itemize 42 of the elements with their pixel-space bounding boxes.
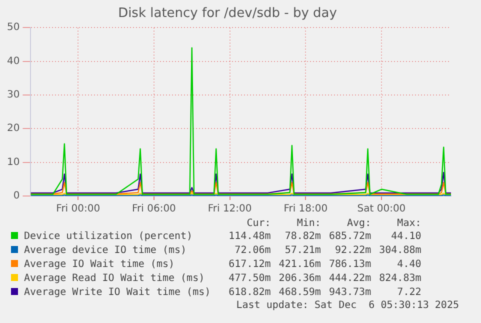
chart-title: Disk latency for /dev/sdb - by day — [118, 6, 338, 22]
text: Max: — [396, 218, 422, 230]
y-tick-label: 10 — [6, 156, 20, 168]
x-tick-label: Fri 00:00 — [56, 204, 100, 215]
y-tick-label: 40 — [6, 56, 20, 67]
text: Avg: — [346, 218, 372, 230]
y-tick-label: 0 — [13, 190, 20, 202]
text: 943.73m — [328, 286, 372, 300]
text: 44.10 — [390, 230, 422, 244]
text: 114.48m — [228, 230, 272, 244]
text: 444.22m — [328, 272, 372, 286]
x-tick-label: Fri 18:00 — [284, 204, 328, 215]
text: 618.82m — [228, 286, 272, 300]
y-tick-label: 20 — [6, 123, 20, 134]
legend-label: Device utilization (percent) — [23, 230, 194, 244]
x-tick-label: Sat 00:00 — [357, 204, 406, 215]
legend-label: Average device IO time (ms) — [23, 244, 188, 258]
y-tick-label: 50 — [6, 22, 20, 34]
text: 477.50m — [228, 272, 272, 286]
text: 57.21m — [284, 244, 322, 258]
x-tick-label: Fri 06:00 — [132, 204, 176, 215]
text: Min: — [296, 218, 322, 230]
legend-label: Average Read IO Wait time (ms) — [23, 272, 206, 286]
text: 92.22m — [334, 244, 372, 258]
text: 685.72m — [328, 230, 372, 244]
text: Cur: — [246, 218, 272, 230]
text: 7.22 — [396, 286, 422, 300]
legend-label: Average Write IO Wait time (ms) — [23, 286, 212, 300]
text: Last update: Sat Dec 6 05:30:13 2025 — [235, 300, 460, 312]
text: 421.16m — [278, 258, 322, 272]
text: 468.59m — [278, 286, 322, 300]
text: 78.82m — [284, 230, 322, 244]
text: 786.13m — [328, 258, 372, 272]
text: 824.83m — [378, 272, 422, 286]
text: 206.36m — [278, 272, 322, 286]
text: 72.06m — [234, 244, 272, 258]
x-tick-label: Fri 12:00 — [208, 204, 252, 215]
text: 4.40 — [396, 258, 422, 272]
text: 617.12m — [228, 258, 272, 272]
text: 304.88m — [378, 244, 422, 258]
legend-label: Average IO Wait time (ms) — [23, 258, 176, 272]
y-tick-label: 30 — [6, 90, 20, 101]
